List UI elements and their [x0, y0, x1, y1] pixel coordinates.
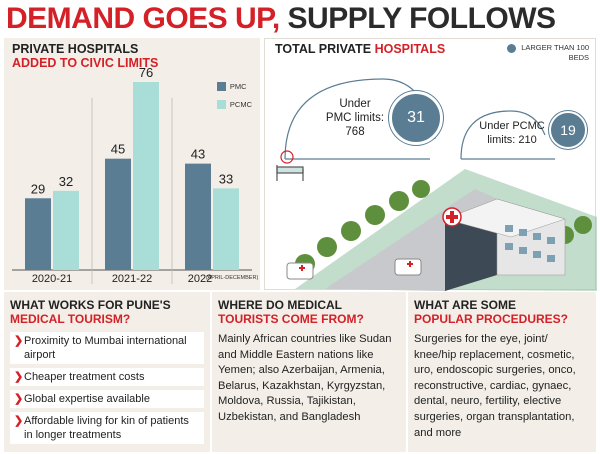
- x-tick-label: 2020-21: [32, 273, 72, 285]
- legend-item-pcmc: PCMC: [216, 100, 252, 109]
- list-item: ❯ Affordable living for kin of patients i…: [10, 412, 204, 444]
- column-procedures-title-red: POPULAR PROCEDURES?: [414, 312, 569, 326]
- arrow-icon: ❯: [14, 415, 24, 427]
- list-item-text: Global expertise available: [24, 393, 150, 405]
- pcmc-label-line1: Under PCMC: [479, 120, 545, 132]
- pmc-label-line1: Under: [339, 98, 371, 110]
- bar-pmc-2022: [185, 163, 211, 270]
- pcmc-label: Under PCMC limits: 210: [467, 119, 557, 147]
- large-legend: LARGER THAN 100 BEDS: [505, 43, 589, 63]
- hospital-bed-icon: [276, 150, 304, 181]
- column-procedures-title: WHAT ARE SOME POPULAR PROCEDURES?: [414, 298, 590, 326]
- hospital-illustration: [276, 78, 597, 291]
- list-item-text: Affordable living for kin of patients in…: [24, 415, 189, 441]
- list-item-text: Cheaper treatment costs: [24, 371, 145, 383]
- bar-value-label: 29: [31, 181, 45, 196]
- pmc-label: Under PMC limits: 768: [305, 97, 405, 139]
- list-item: ❯ Global expertise available: [10, 390, 204, 408]
- arrow-icon: ❯: [14, 393, 24, 405]
- reasons-list: ❯ Proximity to Mumbai international airpo…: [10, 332, 204, 444]
- large-legend-label: LARGER THAN 100 BEDS: [521, 43, 589, 62]
- hospital-building-icon: [442, 198, 566, 291]
- column-origin-title-red: TOURISTS COME FROM?: [218, 312, 364, 326]
- pmc-count: 768: [345, 126, 365, 138]
- chart-title-line1: PRIVATE HOSPITALS: [12, 42, 139, 56]
- column-origin-title-dark: WHERE DO MEDICAL: [218, 298, 342, 312]
- pcmc-large-badge: 19: [549, 111, 587, 149]
- column-procedures-title-dark: WHAT ARE SOME: [414, 298, 516, 312]
- legend-label-pmc: PMC: [229, 82, 247, 91]
- column-procedures: WHAT ARE SOME POPULAR PROCEDURES? Surger…: [406, 292, 596, 452]
- chart-panel: PRIVATE HOSPITALS ADDED TO CIVIC LIMITS …: [4, 38, 260, 290]
- large-legend-dot: [507, 44, 516, 53]
- column-origin-body: Mainly African countries like Sudan and …: [218, 333, 392, 423]
- bar-pmc-2020-21: [25, 198, 51, 270]
- bar-pcmc-2020-21: [53, 190, 79, 270]
- pmc-label-line2: PMC limits:: [325, 112, 385, 124]
- info-panel: WHAT WORKS FOR PUNE'S MEDICAL TOURISM? ❯…: [4, 292, 596, 452]
- arrow-icon: ❯: [14, 335, 24, 347]
- legend-swatch-pmc: [216, 82, 226, 91]
- column-procedures-body: Surgeries for the eye, joint/ knee/hip r…: [414, 333, 576, 439]
- column-why-pune-title: WHAT WORKS FOR PUNE'S MEDICAL TOURISM?: [10, 298, 204, 326]
- bar-value-label: 76: [139, 65, 153, 80]
- headline-red: DEMAND GOES UP,: [6, 2, 280, 35]
- pcmc-dome: [460, 110, 546, 160]
- pmc-large-count: 31: [407, 109, 425, 126]
- arrow-icon: ❯: [14, 371, 24, 383]
- pmc-large-badge: 31: [389, 91, 443, 145]
- pcmc-label-line2: limits: 210: [487, 134, 537, 146]
- total-title-red: HOSPITALS: [374, 42, 446, 56]
- bar-value-label: 43: [191, 147, 205, 162]
- column-origin: WHERE DO MEDICAL TOURISTS COME FROM? Mai…: [210, 292, 406, 452]
- bar-value-label: 45: [111, 142, 125, 157]
- column-why-pune-title-dark: WHAT WORKS FOR PUNE'S: [10, 298, 171, 312]
- chart-title: PRIVATE HOSPITALS ADDED TO CIVIC LIMITS: [12, 42, 158, 70]
- legend-item-pmc: PMC: [216, 82, 252, 91]
- list-item: ❯ Proximity to Mumbai international airpo…: [10, 332, 204, 364]
- legend-swatch-pcmc: [216, 100, 226, 109]
- pcmc-large-count: 19: [560, 122, 576, 138]
- bar-chart: 29 32 2020-21 45 76 2021-22 43 33 2022(APRIL-DEC…: [12, 65, 259, 285]
- list-item-text: Proximity to Mumbai international airpor…: [24, 335, 187, 361]
- bar-value-label: 32: [59, 174, 73, 189]
- column-why-pune-title-red: MEDICAL TOURISM?: [10, 312, 131, 326]
- chart-title-line2: ADDED TO CIVIC LIMITS: [12, 56, 159, 70]
- headline: DEMAND GOES UP, SUPPLY FOLLOWS: [6, 2, 556, 36]
- x-tick-note: (APRIL-DECEMBER): [206, 275, 259, 281]
- x-tick-label: 2021-22: [112, 273, 152, 285]
- x-tick-label: 2022: [188, 273, 212, 285]
- legend-label-pcmc: PCMC: [229, 100, 252, 109]
- bar-pcmc-2021-22: [133, 82, 159, 270]
- list-item: ❯ Cheaper treatment costs: [10, 368, 204, 386]
- bar-value-label: 33: [219, 171, 233, 186]
- column-origin-title: WHERE DO MEDICAL TOURISTS COME FROM?: [218, 298, 400, 326]
- headline-dark: SUPPLY FOLLOWS: [287, 2, 557, 35]
- total-title-dark: TOTAL PRIVATE: [275, 42, 372, 56]
- ambulance-icon: [286, 258, 422, 280]
- total-title: TOTAL PRIVATE HOSPITALS: [275, 42, 445, 56]
- bar-pcmc-2022: [213, 188, 239, 270]
- chart-legend: PMC PCMC: [216, 82, 252, 118]
- column-why-pune: WHAT WORKS FOR PUNE'S MEDICAL TOURISM? ❯…: [4, 292, 210, 452]
- bar-pmc-2021-22: [105, 158, 131, 270]
- total-hospitals-panel: TOTAL PRIVATE HOSPITALS LARGER THAN 100 …: [264, 38, 597, 291]
